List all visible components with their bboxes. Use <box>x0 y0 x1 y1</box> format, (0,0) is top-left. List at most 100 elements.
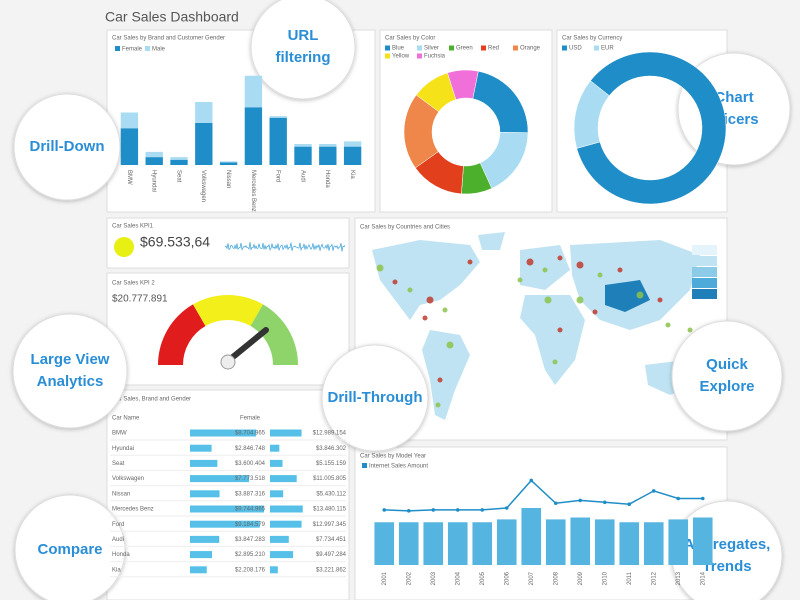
legend-label: EUR <box>601 46 614 52</box>
bar <box>619 522 640 565</box>
x-tick-label: 2005 <box>480 571 486 585</box>
bar <box>219 161 238 163</box>
legend-label: Fuchsia <box>424 54 446 60</box>
legend-label: Female <box>122 47 143 53</box>
china <box>605 280 650 312</box>
map-point <box>442 307 448 313</box>
panel-title: Car Sales by Color <box>385 36 435 42</box>
map-point <box>435 402 441 408</box>
legend-swatch <box>417 53 422 59</box>
bar <box>195 102 213 123</box>
cell: Audi <box>112 537 124 543</box>
line-point <box>553 501 558 506</box>
bar <box>145 151 163 158</box>
map-point <box>665 322 671 328</box>
legend-label: Green <box>456 46 473 52</box>
legend-swatch <box>145 46 150 51</box>
line-point <box>504 506 509 510</box>
bar <box>244 107 263 165</box>
cell-bar <box>190 520 260 528</box>
column-header: Car Name <box>112 416 140 422</box>
gauge-band <box>250 304 298 365</box>
kpi-value: $69.533,64 <box>140 234 210 250</box>
map-point <box>687 327 693 333</box>
bar <box>398 522 419 565</box>
cell-bar <box>190 566 207 574</box>
donut-slice <box>447 69 479 100</box>
cell: $9.497.284 <box>316 552 347 558</box>
legend-label: Yellow <box>392 54 410 60</box>
gauge-needle <box>225 327 269 364</box>
callout-circle <box>14 494 126 600</box>
bar <box>269 117 287 165</box>
cell-bar <box>270 520 302 528</box>
cell: $7.734.451 <box>316 537 347 543</box>
cell: Mercedes Benz <box>112 507 154 513</box>
cell-bar <box>270 566 278 574</box>
map-point <box>392 279 398 285</box>
map-point <box>557 327 563 333</box>
bar <box>668 519 689 565</box>
x-tick-label: Honda <box>324 170 330 188</box>
bar <box>447 522 468 565</box>
cell: $2.895.210 <box>235 552 266 558</box>
map-point <box>422 315 428 321</box>
legend-swatch <box>481 45 486 51</box>
callout-circle <box>12 313 128 429</box>
legend-swatch <box>417 45 422 51</box>
callout-label: Drill-Through <box>328 389 423 406</box>
line-point <box>627 502 632 507</box>
callout-label: URL filtering <box>276 27 331 66</box>
cell-bar <box>270 551 294 559</box>
x-tick-label: Seat <box>175 170 181 183</box>
line-point <box>676 496 681 501</box>
bar <box>692 517 713 565</box>
cell: $9.184.579 <box>235 522 266 528</box>
x-tick-label: 2002 <box>406 571 412 585</box>
bar <box>343 146 362 165</box>
x-tick-label: Hyundai <box>151 170 157 192</box>
bar <box>643 522 664 565</box>
cell: $11.005.805 <box>313 476 347 482</box>
x-tick-label: 2009 <box>578 571 584 585</box>
sparkline <box>224 242 346 252</box>
cell: Hyundai <box>112 446 134 452</box>
legend-swatch <box>449 45 454 51</box>
cell: $5.155.159 <box>316 461 347 467</box>
cell-bar <box>190 429 257 437</box>
cell-bar <box>270 459 283 467</box>
callout-circle <box>321 344 429 452</box>
legend-swatch <box>692 245 717 255</box>
map-point <box>526 258 534 266</box>
bar <box>244 75 263 108</box>
legend-label: USD <box>569 46 582 52</box>
x-tick-label: 2004 <box>455 571 461 585</box>
cell: $3.221.862 <box>316 567 347 573</box>
panel <box>106 389 350 600</box>
map-point <box>407 287 413 293</box>
map-point <box>657 297 663 303</box>
map-point <box>437 377 443 383</box>
x-tick-label: Audi <box>299 170 305 182</box>
line-point <box>578 498 583 503</box>
line-point <box>602 500 607 505</box>
cell: $3.600.404 <box>235 461 266 467</box>
x-tick-label: Ford <box>275 170 281 182</box>
cell-bar <box>190 535 220 543</box>
line-point <box>431 508 436 512</box>
callout-label: Drill-Down <box>30 138 105 155</box>
cell-bar <box>270 505 303 513</box>
world-map <box>372 232 700 420</box>
legend-label: Blue <box>392 46 405 52</box>
map-point <box>542 267 548 273</box>
bar <box>423 522 444 565</box>
cell-bar <box>270 475 297 483</box>
cell-bar <box>270 444 280 452</box>
legend-label: Red <box>488 46 499 52</box>
callout-circle <box>671 320 783 432</box>
line-point <box>382 508 387 512</box>
cell: $3.846.302 <box>316 446 347 452</box>
legend-label: Internet Sales Amount <box>369 464 428 470</box>
callout-label: Quick Explore <box>699 356 754 395</box>
